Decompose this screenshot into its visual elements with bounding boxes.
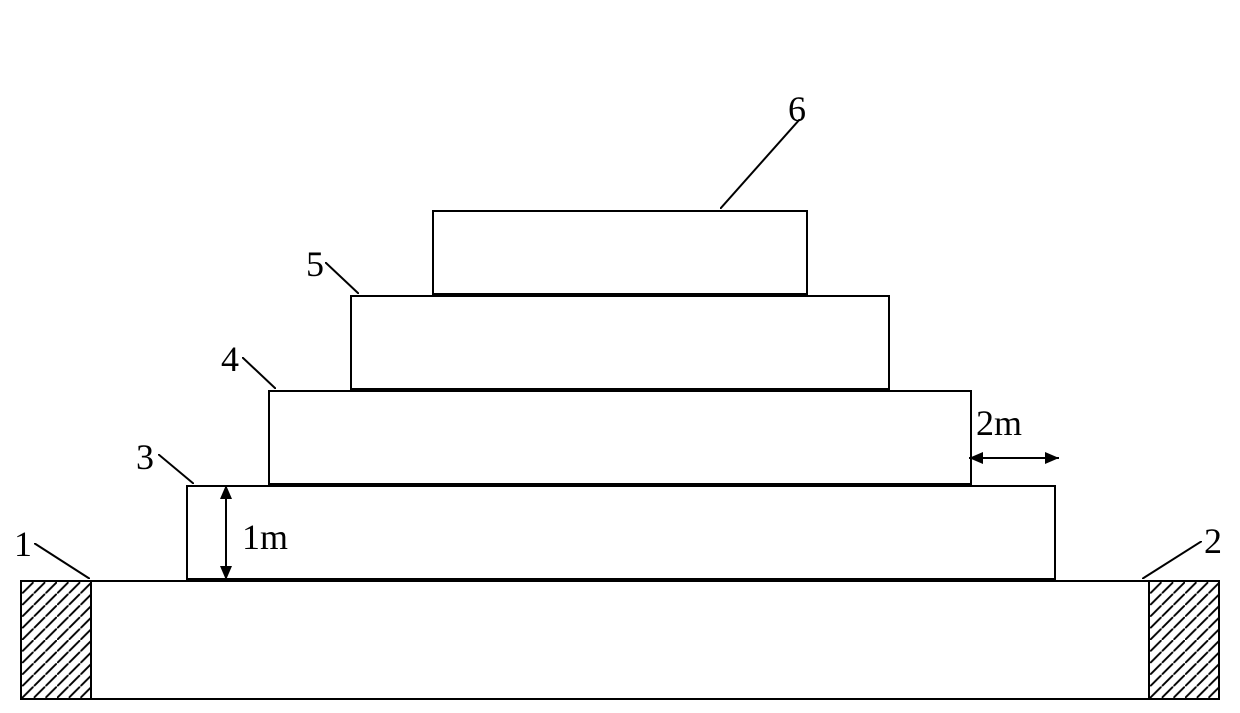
base-layer xyxy=(20,580,1220,700)
layer-5 xyxy=(350,295,890,390)
callout-4: 4 xyxy=(221,338,239,380)
hatched-right-end xyxy=(1148,582,1218,698)
layer-6 xyxy=(432,210,808,295)
dim-vertical-label: 1m xyxy=(242,516,288,558)
callout-1: 1 xyxy=(14,523,32,565)
callout-5: 5 xyxy=(306,243,324,285)
dim-vertical xyxy=(216,485,236,580)
callout-3: 3 xyxy=(136,436,154,478)
layer-4 xyxy=(268,390,972,485)
layer-3 xyxy=(186,485,1056,580)
leader-2 xyxy=(1142,541,1202,579)
callout-2: 2 xyxy=(1204,520,1222,562)
leader-1 xyxy=(34,543,90,579)
leader-6 xyxy=(720,119,800,209)
leader-3 xyxy=(158,454,194,484)
stepped-diagram: 1 2 3 4 5 6 1m 2m xyxy=(20,20,1220,700)
dim-horizontal-label: 2m xyxy=(976,402,1022,444)
hatched-left-end xyxy=(22,582,92,698)
leader-5 xyxy=(325,262,359,294)
leader-4 xyxy=(242,357,276,389)
dim-horizontal xyxy=(969,448,1059,468)
